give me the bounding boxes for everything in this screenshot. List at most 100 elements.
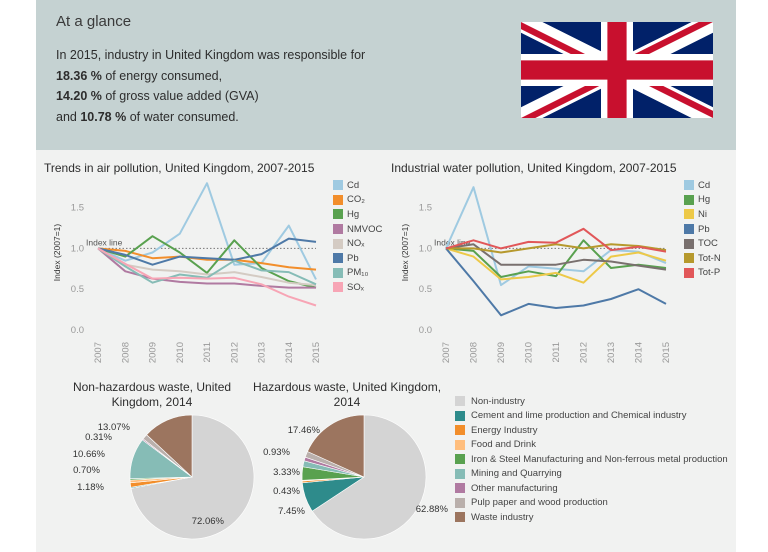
water-xtick: 2012	[579, 342, 590, 363]
nonhaz-slice-label: 1.18%	[77, 482, 104, 493]
nonhaz-slice-label: 10.66%	[73, 449, 106, 460]
air-series-line	[97, 247, 317, 287]
united-kingdom-flag-icon	[521, 22, 713, 118]
haz-slice-label: 17.46%	[288, 425, 321, 436]
water-series-line	[445, 247, 667, 317]
air-legend-swatch	[333, 209, 343, 220]
water-series-line	[446, 243, 667, 254]
air-ylabel: Index (2007=1)	[52, 224, 62, 282]
water-legend-label: Hg	[698, 194, 711, 206]
air-legend-label: SOₓ	[347, 281, 364, 293]
water-xtick: 2007	[441, 342, 452, 363]
air-legend-label: Cd	[347, 179, 360, 191]
air-series-line	[97, 247, 316, 289]
air-legend-swatch	[333, 253, 343, 264]
water-series-line	[445, 227, 667, 253]
waste-legend-swatch	[455, 512, 465, 523]
glance-water-line: and 10.78 % of water consumed.	[56, 107, 365, 128]
air-legend-swatch	[333, 282, 343, 293]
air-legend-swatch	[333, 238, 343, 249]
air-xtick: 2012	[229, 342, 240, 363]
gva-share-value: 14.20 %	[56, 89, 102, 103]
water-ylabel: Index (2007=1)	[400, 224, 410, 282]
haz-pie-title: Hazardous waste, United Kingdom, 2014	[252, 380, 442, 409]
water-legend-item: Ni	[684, 207, 721, 222]
air-ytick: 0.0	[71, 325, 84, 336]
nonhazardous-waste-pie: 13.07%0.31% 10.66% 0.70% 1.18% 72.06%	[73, 414, 255, 540]
air-legend-label: Pb	[347, 252, 359, 264]
air-ytick: 1.0	[71, 243, 84, 254]
haz-slice	[307, 414, 365, 478]
water-xtick: 2008	[469, 342, 480, 363]
water-legend-label: Tot-N	[698, 252, 721, 264]
water-index-line-label: Index line	[434, 237, 471, 247]
water-share-text: of water consumed.	[126, 109, 239, 124]
water-legend-label: Tot-P	[698, 267, 721, 279]
air-xtick: 2009	[148, 342, 159, 363]
waste-legend-item: Energy Industry	[455, 423, 728, 438]
water-series-line	[445, 247, 667, 284]
waste-legend-swatch	[455, 425, 465, 436]
air-ytick: 0.5	[71, 284, 84, 295]
water-legend-swatch	[684, 253, 694, 264]
waste-legend-item: Other manufacturing	[455, 481, 728, 496]
waste-legend-item: Non-industry	[455, 394, 728, 409]
waste-legend-swatch	[455, 468, 465, 479]
waste-legend-item: Pulp paper and wood production	[455, 496, 728, 511]
water-series-line	[445, 239, 667, 278]
air-xtick: 2011	[202, 342, 213, 362]
air-series-line	[97, 247, 317, 307]
air-legend-swatch	[333, 180, 343, 191]
waste-legend: Non-industry Cement and lime production a…	[455, 394, 728, 525]
water-legend-swatch	[684, 224, 694, 235]
waste-legend-swatch	[455, 454, 465, 465]
air-legend-item: NOₓ	[333, 236, 382, 251]
air-legend-swatch	[333, 194, 343, 205]
water-share-value: 10.78 %	[80, 109, 127, 124]
haz-slice-label: 62.88%	[416, 504, 449, 515]
water-legend-item: Pb	[684, 222, 721, 237]
haz-slice-label: 0.43%	[273, 486, 300, 497]
air-legend-item: CO₂	[333, 193, 382, 208]
waste-legend-label: Waste industry	[471, 511, 534, 523]
energy-share-text: of energy consumed,	[101, 68, 223, 83]
air-chart-title: Trends in air pollution, United Kingdom,…	[44, 161, 315, 175]
water-legend-swatch	[684, 209, 694, 220]
nonhaz-slice	[146, 414, 193, 478]
nonhaz-slice-label: 13.07%	[98, 422, 131, 433]
air-legend-item: PM₁₀	[333, 266, 382, 281]
air-legend-item: Hg	[333, 207, 382, 222]
waste-legend-swatch	[455, 497, 465, 508]
water-legend-swatch	[684, 194, 694, 205]
air-xtick: 2007	[93, 342, 104, 363]
glance-summary: In 2015, industry in United Kingdom was …	[56, 45, 365, 127]
water-legend-item: Hg	[684, 193, 721, 208]
glance-title: At a glance	[56, 13, 132, 30]
waste-legend-swatch	[455, 396, 465, 407]
air-pollution-chart: 0.0 0.5 1.0 1.5 Index (2007=1) 2007 2008 2009 20…	[52, 182, 322, 363]
water-chart-title: Industrial water pollution, United Kingd…	[391, 161, 677, 175]
air-legend-label: NMVOC	[347, 223, 383, 235]
water-ytick: 0.0	[419, 325, 432, 336]
nonhaz-slice	[130, 414, 255, 540]
haz-slice-label: 3.33%	[273, 467, 300, 478]
water-ytick: 0.5	[419, 284, 432, 295]
water-series-line	[445, 243, 667, 271]
waste-legend-label: Food and Drink	[471, 439, 536, 451]
water-xtick: 2011	[551, 342, 562, 362]
gva-share-text: of gross value added (GVA)	[101, 89, 259, 103]
nonhaz-slice-label: 0.70%	[73, 465, 100, 476]
air-xtick: 2015	[311, 342, 322, 363]
waste-legend-swatch	[455, 439, 465, 450]
waste-legend-label: Other manufacturing	[471, 482, 558, 494]
air-xtick: 2013	[257, 342, 268, 363]
glance-intro: In 2015, industry in United Kingdom was …	[56, 48, 366, 62]
air-legend-item: Cd	[333, 178, 382, 193]
waste-legend-label: Mining and Quarrying	[471, 468, 562, 480]
hazardous-waste-pie: 17.46% 0.93% 3.33% 0.43% 7.45% 62.88%	[263, 414, 449, 540]
haz-slice-label: 0.93%	[263, 447, 290, 458]
water-xtick: 2013	[606, 342, 617, 363]
air-legend-item: SOₓ	[333, 280, 382, 295]
haz-slice-label: 7.45%	[278, 506, 305, 517]
air-xtick: 2010	[175, 342, 186, 363]
